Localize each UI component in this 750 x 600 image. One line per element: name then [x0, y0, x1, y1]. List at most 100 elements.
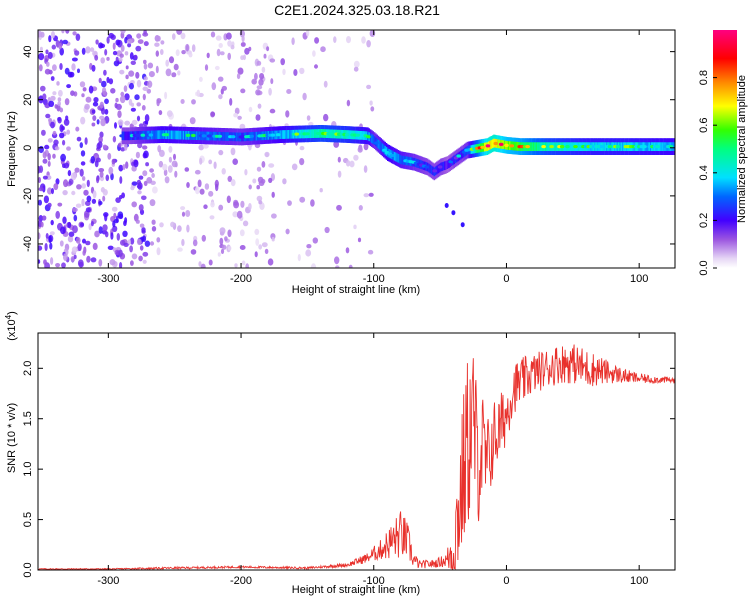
noise-speckle: [42, 151, 47, 159]
noise-speckle: [353, 224, 357, 230]
noise-speckle: [345, 160, 351, 167]
ridge-peak: [366, 135, 371, 139]
noise-speckle: [79, 142, 84, 149]
noise-speckle: [164, 91, 168, 100]
ridge-band: [372, 135, 374, 144]
noise-speckle: [142, 145, 148, 150]
noise-speckle: [62, 216, 67, 224]
noise-speckle: [45, 49, 49, 55]
noise-speckle: [61, 30, 65, 34]
noise-speckle: [101, 80, 107, 88]
noise-speckle: [218, 43, 223, 48]
noise-speckle: [70, 90, 75, 96]
noise-speckle: [119, 262, 123, 268]
noise-speckle: [334, 256, 340, 265]
noise-speckle: [38, 30, 43, 38]
ridge-band: [377, 139, 380, 149]
ridge-peak: [559, 145, 565, 149]
noise-speckle: [44, 144, 50, 150]
noise-speckle: [143, 180, 148, 187]
spectrogram-ylabel: Frequency (Hz): [6, 111, 18, 187]
noise-speckle: [71, 57, 78, 62]
noise-speckle: [191, 44, 196, 52]
noise-speckle: [269, 108, 276, 114]
x-tick-label: -100: [363, 575, 385, 587]
ridge-peak: [541, 145, 546, 149]
ridge-peak: [504, 143, 509, 147]
noise-speckle: [110, 172, 114, 181]
ridge-band: [181, 130, 183, 140]
noise-speckle: [244, 47, 250, 55]
colorbar-tick-label: 0.8: [698, 70, 710, 85]
noise-speckle: [157, 35, 161, 42]
noise-speckle: [218, 94, 223, 100]
noise-speckle: [136, 115, 141, 122]
noise-speckle: [104, 49, 108, 56]
noise-speckle: [82, 176, 86, 181]
ridge-band: [538, 142, 540, 151]
spectrogram-ridge-layer: [119, 125, 675, 228]
colorbar-gradient: [713, 30, 737, 268]
noise-speckle: [47, 160, 51, 167]
ridge-band: [156, 130, 158, 140]
noise-speckle: [115, 197, 121, 204]
noise-speckle: [62, 163, 66, 168]
ridge-peak: [206, 134, 212, 138]
ridge-peak: [599, 145, 605, 149]
ridge-band: [514, 141, 516, 151]
noise-speckle: [366, 40, 371, 48]
ridge-peak: [437, 165, 443, 169]
noise-speckle: [112, 42, 116, 50]
ridge-peak: [270, 133, 276, 137]
noise-speckle: [175, 49, 180, 57]
noise-speckle: [42, 158, 48, 164]
noise-speckle: [39, 46, 43, 52]
ridge-peak: [480, 145, 485, 149]
noise-speckle: [47, 187, 53, 195]
noise-speckle: [237, 67, 244, 75]
noise-speckle: [83, 189, 89, 196]
noise-speckle: [96, 175, 100, 184]
noise-speckle: [46, 61, 50, 67]
noise-speckle: [57, 202, 63, 207]
noise-speckle: [252, 178, 257, 184]
noise-speckle: [208, 159, 213, 165]
ridge-tail-dot: [444, 203, 449, 208]
noise-speckle: [173, 63, 179, 71]
noise-speckle: [245, 263, 249, 268]
ridge-band: [158, 130, 161, 139]
noise-speckle: [112, 135, 117, 143]
noise-speckle: [42, 93, 47, 100]
noise-speckle: [108, 78, 114, 85]
ridge-peak: [565, 145, 570, 149]
noise-speckle: [81, 47, 86, 55]
noise-speckle: [255, 89, 261, 96]
noise-speckle: [138, 255, 143, 262]
noise-speckle: [51, 188, 54, 195]
colorbar-tick-label: 0.2: [698, 213, 710, 228]
noise-speckle: [108, 32, 115, 39]
noise-speckle: [163, 169, 168, 176]
noise-speckle: [44, 68, 51, 75]
noise-speckle: [123, 220, 127, 227]
noise-speckle: [159, 222, 164, 228]
noise-speckle: [103, 69, 107, 76]
noise-speckle: [95, 39, 99, 45]
noise-speckle: [98, 226, 103, 234]
noise-speckle: [185, 44, 189, 52]
noise-speckle: [156, 99, 160, 107]
noise-speckle: [314, 64, 318, 69]
x-tick-label: -200: [230, 575, 252, 587]
noise-speckle: [216, 48, 221, 57]
noise-speckle: [206, 52, 210, 59]
noise-speckle: [254, 228, 260, 235]
noise-speckle: [116, 233, 121, 241]
ridge-band: [314, 129, 316, 138]
noise-speckle: [86, 195, 92, 203]
ridge-peak: [355, 133, 361, 137]
noise-speckle: [293, 69, 298, 76]
noise-speckle: [287, 200, 292, 206]
noise-speckle: [203, 204, 208, 209]
ridge-band: [436, 165, 438, 175]
noise-speckle: [261, 161, 266, 168]
